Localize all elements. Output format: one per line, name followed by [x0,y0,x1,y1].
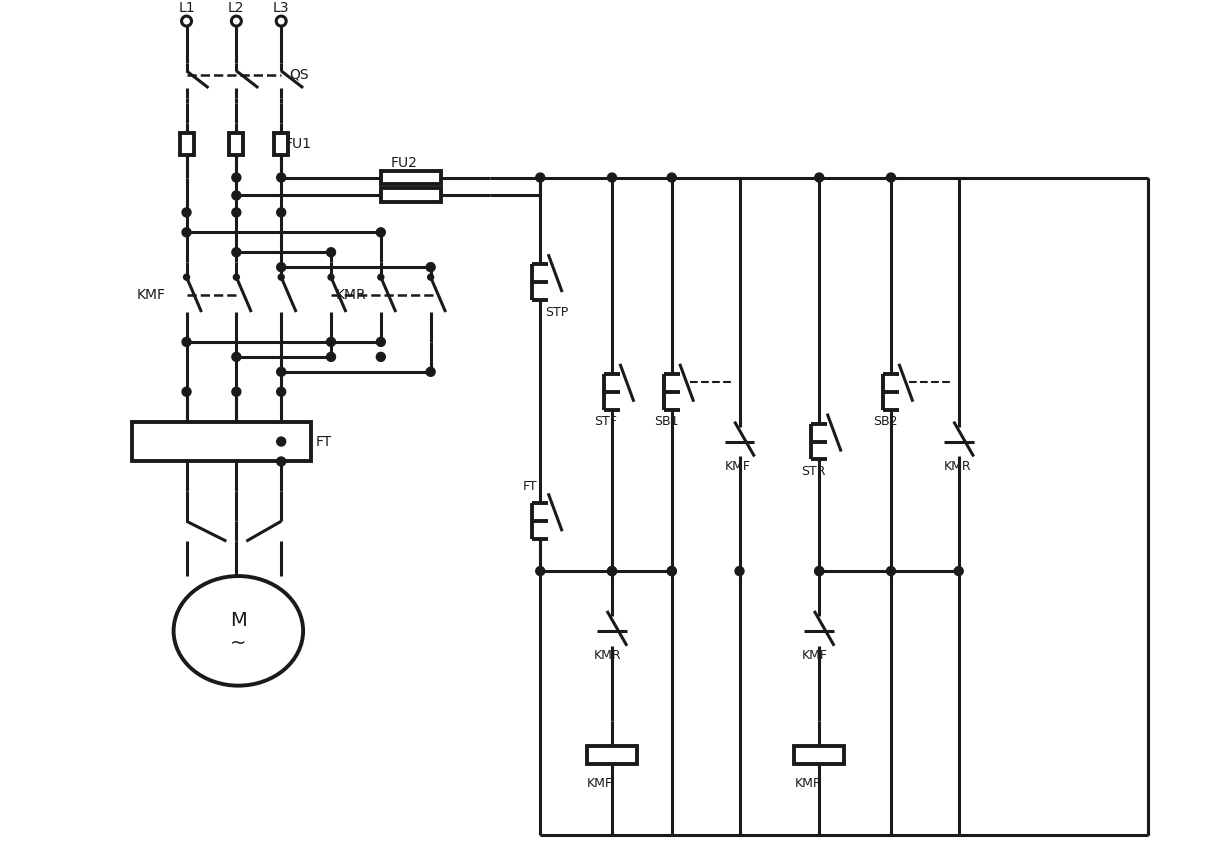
Text: L3: L3 [273,1,290,15]
Circle shape [667,566,676,576]
Circle shape [276,437,286,446]
Circle shape [231,248,241,256]
Text: KMF: KMF [801,650,827,662]
Text: FT: FT [523,480,537,493]
Bar [381,189,441,203]
Circle shape [815,566,823,576]
Circle shape [276,262,286,272]
Circle shape [231,352,241,361]
Circle shape [887,173,895,182]
Text: STP: STP [546,306,569,319]
Text: KMR: KMR [336,288,367,302]
Text: FT: FT [315,435,333,449]
Bar [229,132,244,155]
Text: KMR: KMR [794,777,822,790]
Circle shape [954,566,963,576]
Circle shape [536,173,544,182]
Circle shape [328,275,334,280]
Circle shape [667,173,676,182]
Bar [132,422,311,462]
Circle shape [815,173,823,182]
Text: KMF: KMF [136,288,166,302]
Text: KMR: KMR [944,460,972,473]
Circle shape [326,338,335,346]
Circle shape [181,208,191,216]
Bar [381,171,441,184]
Circle shape [608,566,616,576]
Circle shape [426,262,435,272]
Text: ~: ~ [230,633,246,652]
Text: STF: STF [594,415,618,428]
Bar [274,132,289,155]
Circle shape [815,566,823,576]
Circle shape [376,338,385,346]
Circle shape [376,352,385,361]
Circle shape [231,387,241,397]
Text: KMF: KMF [725,460,750,473]
Ellipse shape [174,576,303,686]
Circle shape [231,173,241,182]
Circle shape [428,275,434,280]
Circle shape [184,275,190,280]
Bar [179,132,194,155]
Circle shape [326,352,335,361]
Text: KMR: KMR [594,650,621,662]
Circle shape [276,173,286,182]
Circle shape [887,566,895,576]
Circle shape [278,275,284,280]
Circle shape [276,387,286,397]
Text: FU2: FU2 [391,156,418,170]
Circle shape [326,248,335,256]
Circle shape [231,208,241,216]
Circle shape [276,367,286,377]
Text: SB1: SB1 [654,415,678,428]
Text: STR: STR [801,465,826,478]
Circle shape [378,275,384,280]
Circle shape [426,367,435,377]
Text: QS: QS [289,68,309,82]
Circle shape [181,387,191,397]
Text: L2: L2 [228,1,245,15]
Text: KMF: KMF [587,777,613,790]
Text: M: M [230,611,247,630]
Circle shape [734,566,744,576]
Circle shape [608,566,616,576]
Text: SB2: SB2 [873,415,898,428]
Bar [587,746,637,765]
Text: L1: L1 [178,1,195,15]
Circle shape [276,457,286,466]
Circle shape [181,338,191,346]
Bar [794,746,844,765]
Circle shape [276,208,286,216]
Circle shape [536,566,544,576]
Circle shape [667,566,676,576]
Circle shape [181,228,191,236]
Circle shape [376,228,385,236]
Circle shape [231,191,241,200]
Circle shape [608,173,616,182]
Text: FU1: FU1 [284,137,311,151]
Circle shape [234,275,240,280]
